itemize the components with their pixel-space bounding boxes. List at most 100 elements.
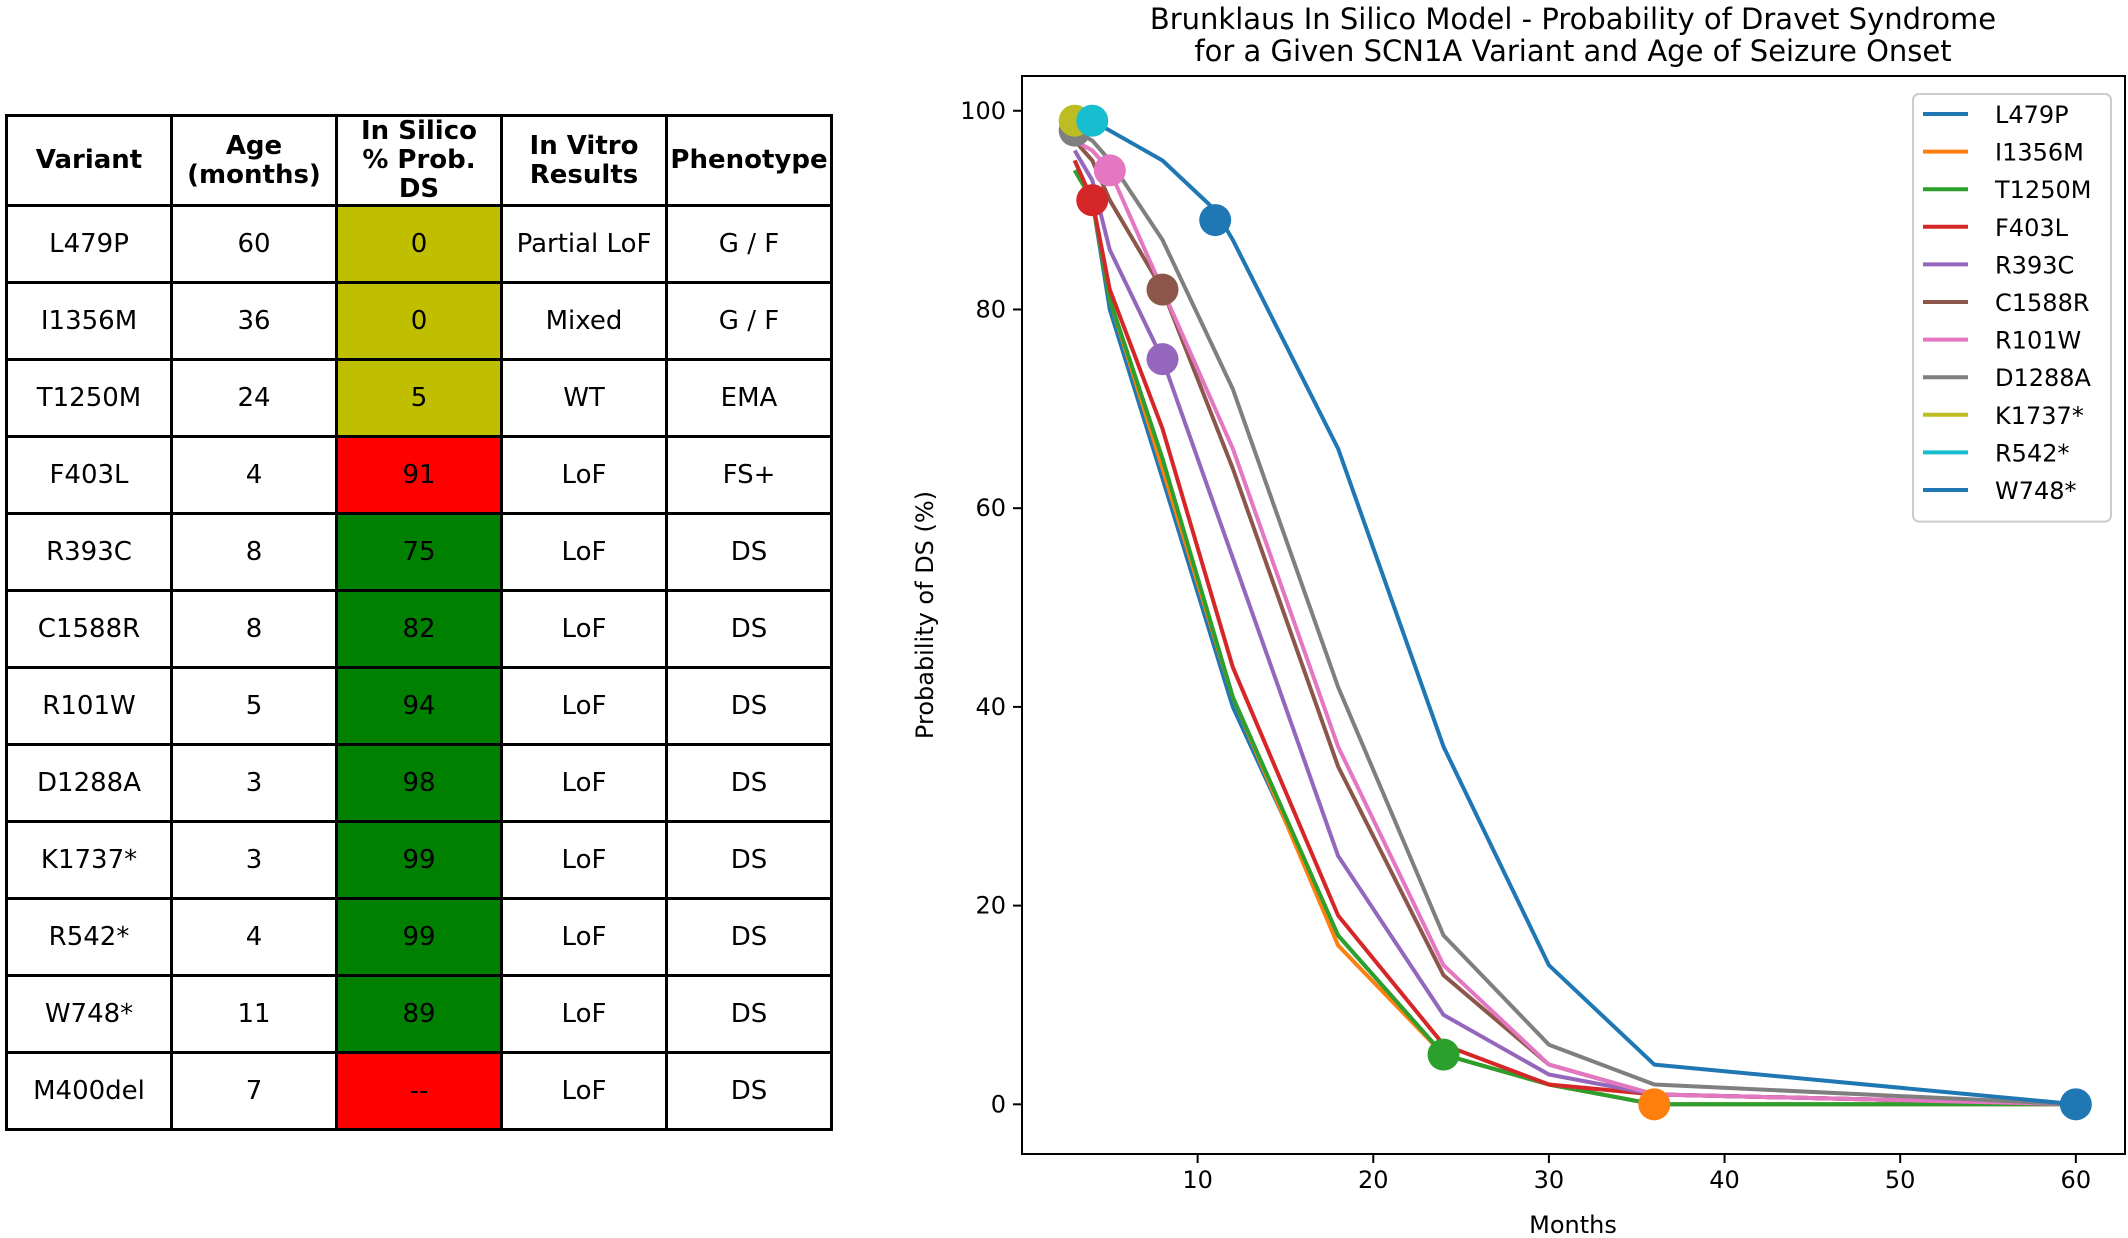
cell-in-vitro: LoF <box>500 974 668 1054</box>
series-line-F403L <box>1072 159 2076 1107</box>
cell-age: 4 <box>170 435 338 515</box>
table-row: R101W 5 94 LoF DS <box>5 666 833 746</box>
legend-label-C1588R: C1588R <box>1995 289 2090 317</box>
legend-label-K1737*: K1737* <box>1995 402 2084 430</box>
legend-label-L479P: L479P <box>1995 101 2069 129</box>
cell-phenotype: DS <box>665 820 833 900</box>
cell-variant: D1288A <box>5 743 173 823</box>
cell-age: 3 <box>170 820 338 900</box>
cell-age: 11 <box>170 974 338 1054</box>
x-tick-label: 60 <box>2061 1166 2092 1194</box>
cell-in-vitro: WT <box>500 358 668 438</box>
x-axis-label: Months <box>1529 1211 1617 1238</box>
series-line-D1288A <box>1073 128 2076 1107</box>
header-phenotype: Phenotype <box>665 114 833 207</box>
table-row: F403L 4 91 LoF FS+ <box>5 435 833 515</box>
cell-in-silico-prob: 91 <box>335 435 503 515</box>
y-tick-label: 100 <box>960 97 1006 125</box>
cell-age: 24 <box>170 358 338 438</box>
y-tick-label: 20 <box>975 892 1006 920</box>
table-row: R542* 4 99 LoF DS <box>5 897 833 977</box>
cell-age: 3 <box>170 743 338 823</box>
cell-variant: F403L <box>5 435 173 515</box>
cell-in-vitro: LoF <box>500 589 668 669</box>
cell-phenotype: DS <box>665 743 833 823</box>
cell-in-silico-prob: 98 <box>335 743 503 823</box>
cell-variant: R393C <box>5 512 173 592</box>
header-age: Age (months) <box>170 114 338 207</box>
y-tick-label: 0 <box>991 1090 1006 1118</box>
plot-area: 10 20 30 40 50 60 0 20 40 60 80 100 <box>960 97 2092 1194</box>
cell-variant: K1737* <box>5 820 173 900</box>
cell-in-vitro: Partial LoF <box>500 204 668 284</box>
legend-label-T1250M: T1250M <box>1994 176 2091 204</box>
legend-label-D1288A: D1288A <box>1995 364 2092 392</box>
table-row: L479P 60 0 Partial LoF G / F <box>5 204 833 284</box>
cell-in-vitro: LoF <box>500 666 668 746</box>
header-variant: Variant <box>5 114 173 207</box>
plot-frame <box>1021 75 2126 1155</box>
cell-variant: L479P <box>5 204 173 284</box>
table-row: D1288A 3 98 LoF DS <box>5 743 833 823</box>
cell-phenotype: DS <box>665 512 833 592</box>
series-marker-F403L <box>1076 184 1109 217</box>
legend-label-R101W: R101W <box>1995 327 2081 355</box>
cell-in-silico-prob: 0 <box>335 204 503 284</box>
x-tick-label: 40 <box>1709 1166 1740 1194</box>
cell-variant: R101W <box>5 666 173 746</box>
series-marker-L479P <box>2059 1088 2092 1121</box>
x-tick-label: 50 <box>1885 1166 1916 1194</box>
series-marker-W748* <box>1199 204 1232 237</box>
cell-in-vitro: LoF <box>500 512 668 592</box>
cell-age: 60 <box>170 204 338 284</box>
series-line-W748* <box>1074 118 2076 1107</box>
cell-variant: M400del <box>5 1051 173 1131</box>
series-marker-R542* <box>1076 104 1109 137</box>
chart-title-line-1: Brunklaus In Silico Model - Probability … <box>1150 2 1996 36</box>
cell-in-silico-prob: 99 <box>335 897 503 977</box>
cell-in-vitro: Mixed <box>500 281 668 361</box>
cell-phenotype: DS <box>665 1051 833 1131</box>
cell-variant: C1588R <box>5 589 173 669</box>
legend-label-W748*: W748* <box>1995 477 2077 505</box>
cell-variant: W748* <box>5 974 173 1054</box>
cell-in-vitro: LoF <box>500 1051 668 1131</box>
series-marker-I1356M <box>1638 1088 1671 1121</box>
cell-in-vitro: LoF <box>500 435 668 515</box>
cell-in-silico-prob: 99 <box>335 820 503 900</box>
table-row: T1250M 24 5 WT EMA <box>5 358 833 438</box>
x-tick-label: 20 <box>1358 1166 1389 1194</box>
cell-in-silico-prob: 89 <box>335 974 503 1054</box>
legend-label-F403L: F403L <box>1995 214 2069 242</box>
cell-variant: I1356M <box>5 281 173 361</box>
cell-age: 5 <box>170 666 338 746</box>
legend: L479P I1356M T1250M F403L R393C C1588R R101W D1… <box>1912 93 2112 523</box>
cell-phenotype: DS <box>665 974 833 1054</box>
series-marker-C1588R <box>1146 273 1179 306</box>
y-axis-label: Probability of DS (%) <box>911 491 939 739</box>
cell-phenotype: DS <box>665 897 833 977</box>
cell-phenotype: G / F <box>665 204 833 284</box>
cell-variant: T1250M <box>5 358 173 438</box>
series-line-R393C <box>1072 149 2076 1107</box>
header-in-vitro: In Vitro Results <box>500 114 668 207</box>
series-marker-T1250M <box>1427 1038 1460 1071</box>
cell-variant: R542* <box>5 897 173 977</box>
cell-in-silico-prob: 75 <box>335 512 503 592</box>
variant-table-container: Variant Age (months) In Silico % Prob. D… <box>5 114 833 1131</box>
cell-phenotype: DS <box>665 589 833 669</box>
y-tick-label: 80 <box>975 295 1006 323</box>
cell-in-silico-prob: -- <box>335 1051 503 1131</box>
series-marker-R393C <box>1146 343 1179 376</box>
cell-phenotype: G / F <box>665 281 833 361</box>
x-tick-label: 10 <box>1182 1166 1213 1194</box>
legend-label-R393C: R393C <box>1995 251 2074 279</box>
cell-in-silico-prob: 0 <box>335 281 503 361</box>
legend-label-I1356M: I1356M <box>1995 139 2084 167</box>
y-tick-label: 40 <box>975 693 1006 721</box>
header-in-silico: In Silico % Prob. DS <box>335 114 503 207</box>
cell-in-vitro: LoF <box>500 820 668 900</box>
x-tick-label: 30 <box>1534 1166 1565 1194</box>
legend-label-R542*: R542* <box>1995 439 2069 467</box>
